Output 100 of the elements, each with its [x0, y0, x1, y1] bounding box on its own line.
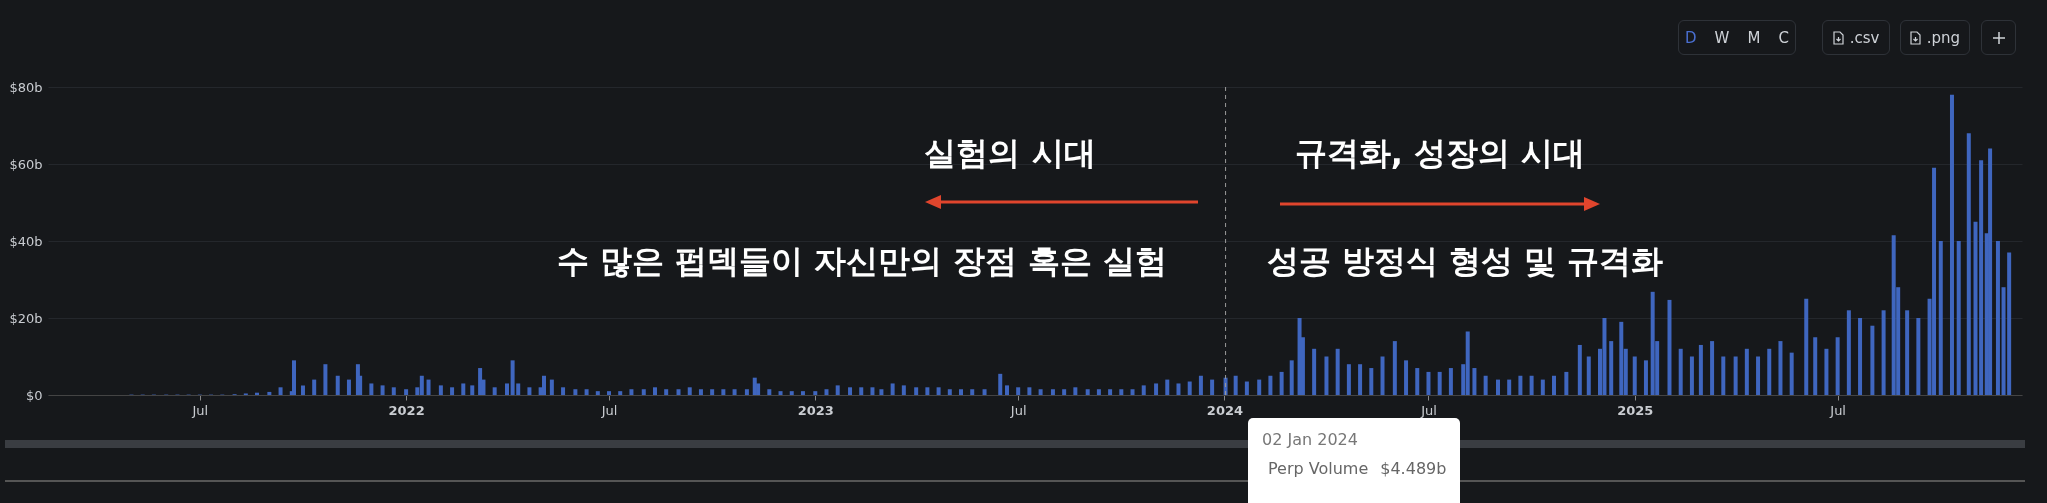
bar	[1141, 385, 1146, 395]
bar	[335, 375, 340, 395]
bar	[1905, 310, 1910, 395]
bar	[1335, 348, 1340, 395]
bar	[1949, 94, 1954, 395]
bar	[542, 375, 546, 395]
bar	[1165, 379, 1170, 395]
bar	[1038, 389, 1043, 395]
bar	[879, 389, 884, 395]
y-tick-label: $40b	[9, 233, 43, 249]
bar	[959, 389, 964, 395]
bar	[1710, 341, 1715, 395]
bar	[859, 387, 864, 395]
bar	[744, 389, 749, 395]
bar	[505, 383, 510, 395]
text: W	[1714, 28, 1730, 47]
bar	[1995, 241, 2000, 395]
bar	[438, 385, 443, 395]
bar	[1835, 337, 1840, 395]
bar	[1119, 389, 1124, 395]
bar	[292, 360, 297, 395]
text: .csv	[1849, 28, 1880, 47]
bar	[1257, 379, 1262, 395]
bar	[1667, 299, 1672, 395]
text: C	[1778, 28, 1789, 47]
bar	[1564, 371, 1569, 395]
bar	[1804, 298, 1809, 395]
bar	[595, 391, 600, 395]
bar	[1062, 389, 1067, 395]
bar	[1392, 341, 1397, 395]
bar	[1916, 318, 1921, 395]
bar	[1176, 383, 1181, 395]
x-tick-label: Jul	[600, 402, 618, 418]
bar	[1289, 360, 1294, 395]
bar	[789, 391, 794, 395]
bar	[607, 391, 612, 395]
bar	[1483, 375, 1488, 395]
bar	[767, 389, 772, 395]
x-tick-label: Jul	[1829, 402, 1846, 418]
y-tick-label: $80b	[9, 79, 43, 95]
bar	[1096, 389, 1101, 395]
bar	[278, 387, 283, 395]
bar	[947, 389, 952, 395]
bar	[1495, 379, 1500, 395]
bar	[1966, 133, 1971, 395]
bar	[641, 389, 646, 395]
bar	[1577, 344, 1582, 395]
bar	[687, 387, 692, 395]
bar	[1358, 364, 1363, 395]
bar	[901, 385, 906, 395]
bar	[1380, 356, 1385, 395]
bar	[618, 391, 623, 395]
bar	[1956, 241, 1961, 395]
text: Perp Volume	[1268, 459, 1369, 478]
bar	[1932, 167, 1937, 395]
bar	[1733, 356, 1738, 395]
x-tick-label: Jul	[191, 402, 209, 418]
bar	[450, 387, 455, 395]
bar	[1586, 356, 1591, 395]
bar	[323, 364, 328, 395]
bar	[1756, 356, 1761, 395]
bar	[1881, 310, 1886, 395]
bar	[1824, 348, 1829, 395]
bar	[1437, 371, 1442, 395]
bar	[267, 391, 272, 395]
bar	[1233, 375, 1238, 395]
bar	[1187, 381, 1192, 395]
text: .png	[1926, 28, 1961, 47]
bar	[1650, 291, 1655, 395]
bar	[1154, 383, 1159, 395]
bar	[391, 387, 396, 395]
bar	[1988, 148, 1993, 395]
text: D	[1685, 28, 1697, 47]
bar	[1938, 241, 1943, 395]
bar	[346, 379, 351, 395]
bar	[1846, 310, 1851, 395]
bar	[698, 389, 703, 395]
x-tick-label: Jul	[1009, 402, 1027, 418]
x-tick-label: 2022	[388, 402, 425, 418]
bar	[1404, 360, 1409, 395]
bar	[982, 389, 987, 395]
bar	[1602, 318, 1607, 395]
bar	[1870, 325, 1875, 395]
y-tick-label: $60b	[9, 156, 43, 172]
bar	[1689, 356, 1694, 395]
bar	[312, 379, 317, 395]
bar	[419, 375, 424, 395]
bar	[1465, 331, 1470, 395]
bar	[470, 385, 475, 395]
bar	[835, 385, 840, 395]
bar	[1346, 364, 1351, 395]
bar	[1085, 389, 1090, 395]
bar	[1698, 344, 1703, 395]
bar	[925, 387, 930, 395]
bar	[1268, 375, 1273, 395]
bar	[461, 383, 466, 395]
x-tick-label: Jul	[1420, 402, 1437, 418]
bar	[1507, 379, 1512, 395]
bar	[721, 389, 726, 395]
bar	[1016, 387, 1021, 395]
